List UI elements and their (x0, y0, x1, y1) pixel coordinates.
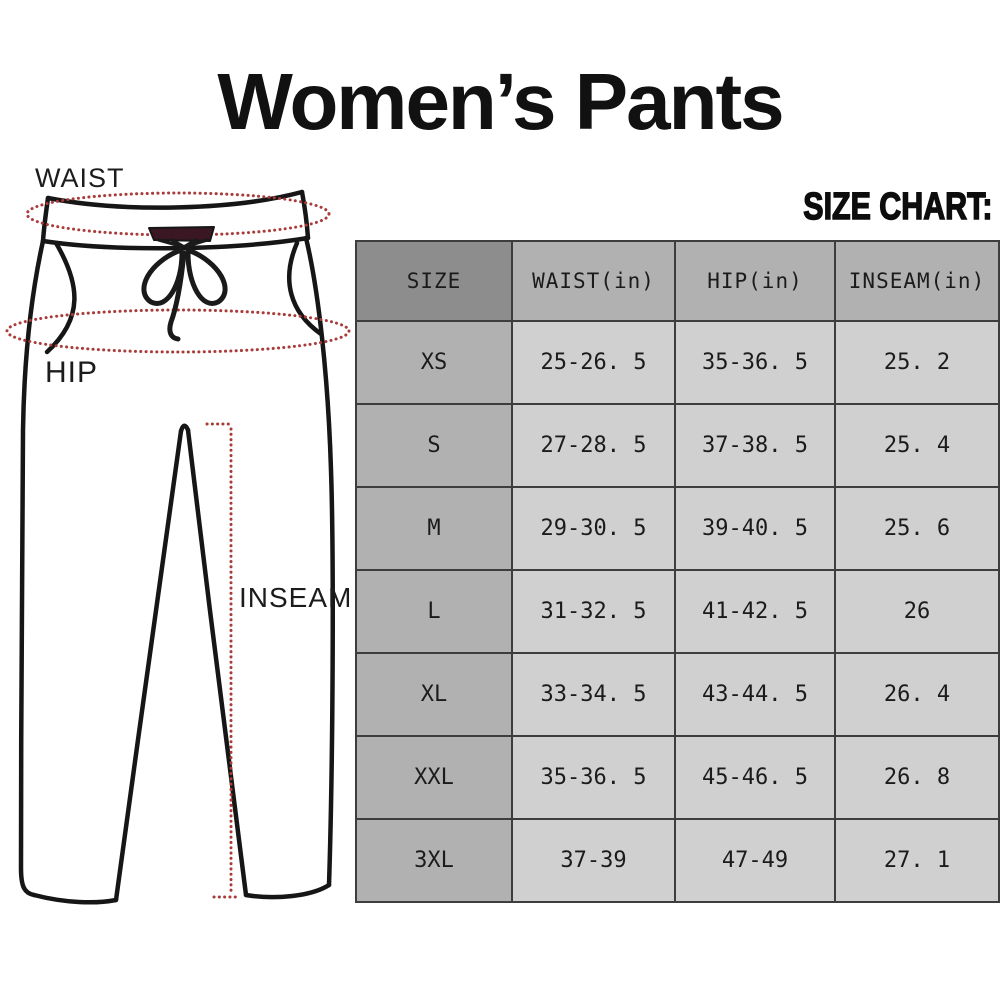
table-cell: 41-42. 5 (674, 569, 836, 654)
table-cell: 45-46. 5 (674, 735, 836, 820)
table-cell: S (355, 403, 513, 488)
table-cell: 39-40. 5 (674, 486, 836, 571)
table-cell: 37-39 (511, 818, 676, 903)
table-cell: 33-34. 5 (511, 652, 676, 737)
table-row-xxl: XXL 35-36. 5 45-46. 5 26. 8 (355, 735, 1000, 820)
pants-outline (18, 189, 335, 905)
inseam-label: INSEAM (239, 582, 352, 613)
table-cell: 35-36. 5 (674, 320, 836, 405)
table-cell: 25-26. 5 (511, 320, 676, 405)
table-cell: 25. 6 (834, 486, 1000, 571)
drawstring-bow (141, 226, 228, 342)
table-cell: 37-38. 5 (674, 403, 836, 488)
table-cell: 29-30. 5 (511, 486, 676, 571)
table-cell: 47-49 (674, 818, 836, 903)
table-cell: XS (355, 320, 513, 405)
table-cell: 27-28. 5 (511, 403, 676, 488)
table-header-inseam: INSEAM(in) (834, 240, 1000, 322)
table-cell: M (355, 486, 513, 571)
table-header-waist: WAIST(in) (511, 240, 676, 322)
hip-measure-ellipse (5, 308, 351, 354)
table-cell: L (355, 569, 513, 654)
table-cell: 43-44. 5 (674, 652, 836, 737)
table-row-s: S 27-28. 5 37-38. 5 25. 4 (355, 403, 1000, 488)
inseam-measure-line (205, 422, 241, 899)
table-cell: 26. 4 (834, 652, 1000, 737)
size-chart-heading: SIZE CHART: (802, 185, 992, 229)
table-cell: 3XL (355, 818, 513, 903)
table-row-l: L 31-32. 5 41-42. 5 26 (355, 569, 1000, 654)
table-cell: 25. 2 (834, 320, 1000, 405)
table-row-m: M 29-30. 5 39-40. 5 25. 6 (355, 486, 1000, 571)
table-cell: 25. 4 (834, 403, 1000, 488)
table-cell: 26 (834, 569, 1000, 654)
waist-label: WAIST (35, 163, 125, 193)
table-cell: XXL (355, 735, 513, 820)
table-header-hip: HIP(in) (674, 240, 836, 322)
table-cell: XL (355, 652, 513, 737)
table-row-3xl: 3XL 37-39 47-49 27. 1 (355, 818, 1000, 903)
size-chart-table: SIZE WAIST(in) HIP(in) INSEAM(in) XS 25-… (355, 240, 1000, 903)
page-title: Women’s Pants (217, 57, 784, 146)
table-row-xs: XS 25-26. 5 35-36. 5 25. 2 (355, 320, 1000, 405)
table-header-size: SIZE (355, 240, 513, 322)
table-cell: 31-32. 5 (511, 569, 676, 654)
drawstring-bar (148, 226, 215, 242)
hip-label: HIP (45, 356, 98, 389)
table-cell: 26. 8 (834, 735, 1000, 820)
table-cell: 27. 1 (834, 818, 1000, 903)
table-header-row: SIZE WAIST(in) HIP(in) INSEAM(in) (355, 240, 1000, 322)
table-row-xl: XL 33-34. 5 43-44. 5 26. 4 (355, 652, 1000, 737)
table-cell: 35-36. 5 (511, 735, 676, 820)
